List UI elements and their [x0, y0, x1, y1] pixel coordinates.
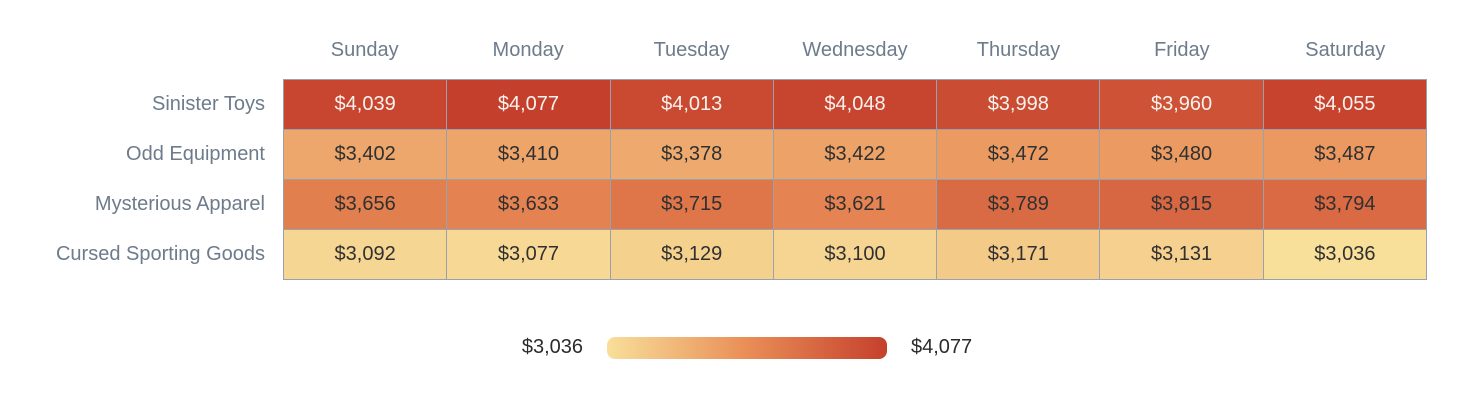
heatmap-cell: $3,815 — [1100, 180, 1264, 230]
heatmap-cell: $3,998 — [937, 80, 1101, 130]
column-header: Thursday — [976, 38, 1061, 61]
heatmap-cell: $3,402 — [284, 130, 448, 180]
column-headers: Sunday Monday Tuesday Wednesday Thursday Frid… — [283, 30, 1427, 70]
row-label: Mysterious Apparel — [94, 192, 265, 215]
heatmap-cell: $3,794 — [1263, 180, 1427, 230]
legend-gradient-bar — [607, 336, 887, 359]
column-header: Monday — [492, 38, 564, 61]
heatmap-cell: $3,656 — [284, 180, 448, 230]
row-labels: Sinister Toys Odd Equipment Mysterious App… — [0, 79, 265, 279]
row-label: Odd Equipment — [126, 142, 265, 165]
heatmap-cell: $3,092 — [284, 230, 448, 280]
row-label: Sinister Toys — [151, 92, 265, 115]
heatmap-grid: $4,039 $4,077 $4,013 $4,048 $3,998 $3,960 $4,0… — [283, 79, 1427, 280]
heatmap-cell: $3,131 — [1100, 230, 1264, 280]
heatmap-cell: $3,077 — [447, 230, 611, 280]
column-header: Friday — [1154, 38, 1210, 61]
column-header: Saturday — [1305, 38, 1386, 61]
heatmap-cell: $3,410 — [447, 130, 611, 180]
heatmap-cell: $3,036 — [1263, 230, 1427, 280]
column-header: Tuesday — [653, 38, 730, 61]
column-header: Wednesday — [802, 38, 908, 61]
legend-min-label: $3,036 — [521, 336, 583, 358]
heatmap-cell: $3,487 — [1263, 130, 1427, 180]
heatmap-cell: $3,100 — [773, 230, 938, 280]
heatmap-cell: $3,715 — [610, 180, 774, 230]
heatmap-cell: $3,129 — [610, 230, 774, 280]
heatmap-cell: $4,013 — [610, 80, 774, 130]
heatmap-cell: $3,378 — [610, 130, 774, 180]
heatmap-cell: $3,171 — [937, 230, 1101, 280]
heatmap-cell: $3,960 — [1100, 80, 1264, 130]
heatmap-cell: $3,422 — [773, 130, 938, 180]
heatmap-cell: $3,789 — [937, 180, 1101, 230]
heatmap-cell: $4,055 — [1263, 80, 1427, 130]
column-header: Sunday — [330, 38, 399, 61]
heatmap-cell: $3,480 — [1100, 130, 1264, 180]
heatmap-cell: $3,633 — [447, 180, 611, 230]
color-legend: $3,036 $4,077 — [12, 336, 1470, 359]
heatmap-cell: $4,077 — [447, 80, 611, 130]
legend-max-label: $4,077 — [911, 336, 973, 358]
heatmap-cell: $4,048 — [773, 80, 938, 130]
heatmap-cell: $3,621 — [773, 180, 938, 230]
heatmap-cell: $3,472 — [937, 130, 1101, 180]
heatmap-cell: $4,039 — [284, 80, 448, 130]
row-label: Cursed Sporting Goods — [55, 242, 265, 265]
